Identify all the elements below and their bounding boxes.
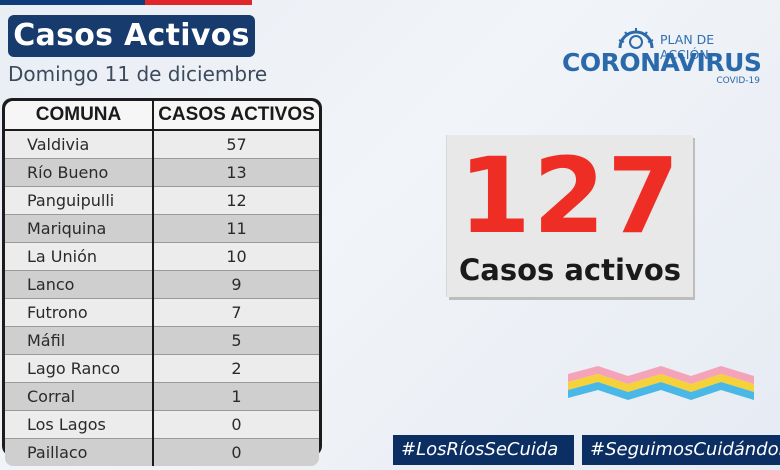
casos-cell: 1 [153, 382, 319, 411]
table-header-row: COMUNA CASOS ACTIVOS [5, 101, 319, 131]
casos-cell: 57 [153, 129, 319, 159]
casos-cell: 10 [153, 242, 319, 271]
comuna-cell: Lago Ranco [5, 354, 154, 383]
comuna-cell: Paillaco [5, 438, 154, 466]
total-cases-number: 127 [458, 135, 682, 257]
page-title: Casos Activos [8, 15, 255, 57]
comuna-cell: Los Lagos [5, 410, 154, 439]
casos-cell: 12 [153, 186, 319, 215]
logo-sub-text: COVID-19 [716, 76, 760, 86]
plan-de-accion-logo: PLAN DE ACCIÓN CORONAVIRUS COVID-19 [562, 26, 762, 88]
table-row: Lanco 9 [5, 270, 319, 299]
casos-cell: 5 [153, 326, 319, 355]
casos-cell: 7 [153, 298, 319, 327]
table-row: Futrono 7 [5, 298, 319, 327]
table-row: Paillaco 0 [5, 438, 319, 466]
table-row: Los Lagos 0 [5, 410, 319, 439]
table-row: Máfil 5 [5, 326, 319, 355]
cases-table-grid: COMUNA CASOS ACTIVOS Valdivia 57 Río Buen… [5, 101, 319, 466]
flag-red-stripe [145, 0, 252, 5]
comuna-cell: Panguipulli [5, 186, 154, 215]
table-row: Corral 1 [5, 382, 319, 411]
table-row: Panguipulli 12 [5, 186, 319, 215]
table-row: Valdivia 57 [5, 129, 319, 159]
total-cases-card: 127 Casos activos [447, 135, 693, 297]
casos-cell: 0 [153, 438, 319, 466]
table-row: Lago Ranco 2 [5, 354, 319, 383]
virus-icon [618, 28, 654, 49]
table-row: Mariquina 11 [5, 214, 319, 243]
logo-plan-text: PLAN DE ACCIÓN [660, 32, 715, 62]
hashtag-bar: #LosRíosSeCuida #SeguimosCuidándonos [393, 435, 780, 465]
comuna-cell: Río Bueno [5, 158, 154, 187]
casos-cell: 11 [153, 214, 319, 243]
comuna-cell: Corral [5, 382, 154, 411]
comuna-cell: Mariquina [5, 214, 154, 243]
flag-bar [0, 0, 252, 5]
casos-cell: 0 [153, 410, 319, 439]
hashtag-los-rios: #LosRíosSeCuida [393, 435, 574, 465]
comuna-cell: Valdivia [5, 129, 154, 159]
column-header-comuna: COMUNA [5, 101, 154, 131]
hashtag-seguimos: #SeguimosCuidándonos [582, 435, 780, 465]
casos-cell: 9 [153, 270, 319, 299]
flag-blue-stripe [0, 0, 145, 5]
report-date: Domingo 11 de diciembre [8, 62, 268, 86]
comuna-cell: La Unión [5, 242, 154, 271]
cases-table: COMUNA CASOS ACTIVOS Valdivia 57 Río Buen… [2, 98, 322, 466]
comuna-cell: Lanco [5, 270, 154, 299]
table-row: Río Bueno 13 [5, 158, 319, 187]
column-header-casos: CASOS ACTIVOS [153, 101, 319, 131]
total-cases-label: Casos activos [458, 253, 682, 287]
table-row: La Unión 10 [5, 242, 319, 271]
comuna-cell: Máfil [5, 326, 154, 355]
casos-cell: 2 [153, 354, 319, 383]
logo-main-text: CORONAVIRUS [562, 48, 762, 77]
casos-cell: 13 [153, 158, 319, 187]
regional-ribbon-logo [568, 366, 754, 400]
comuna-cell: Futrono [5, 298, 154, 327]
